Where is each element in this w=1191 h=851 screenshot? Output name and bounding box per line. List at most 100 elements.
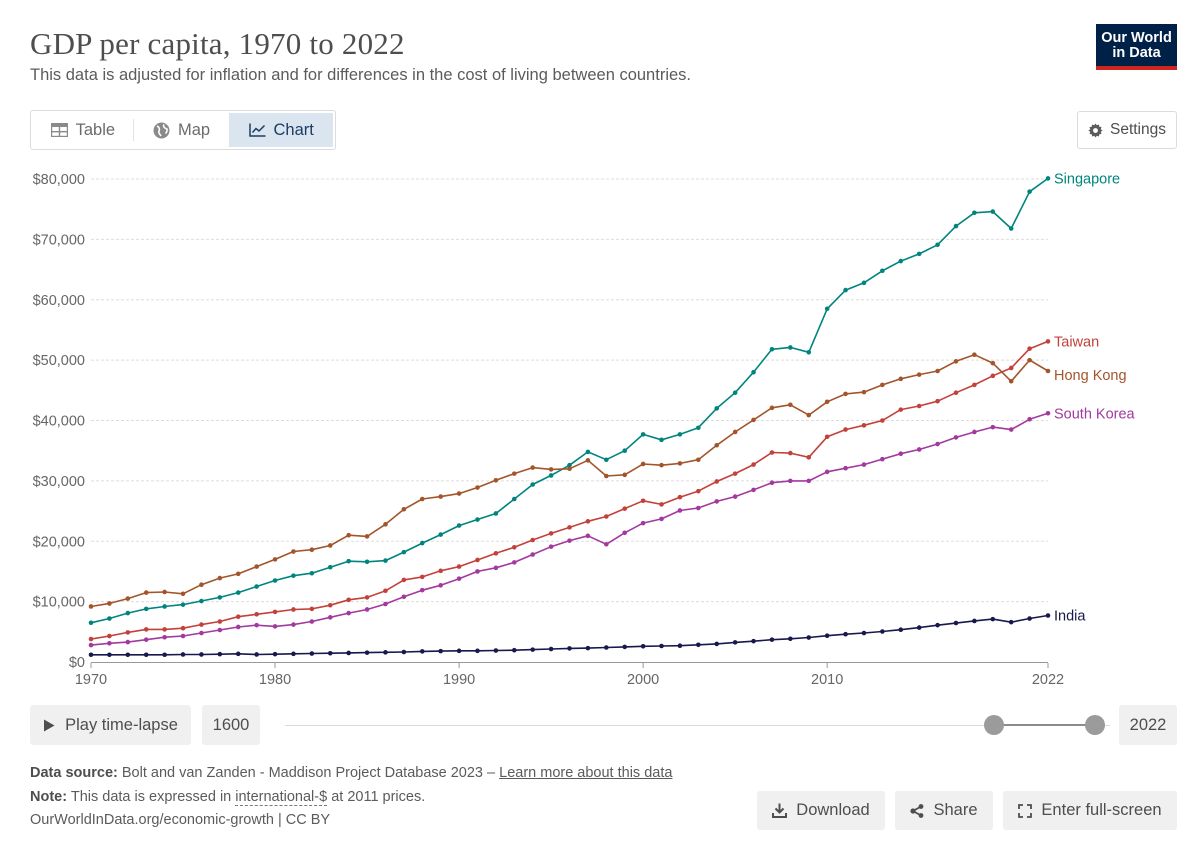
data-point[interactable] bbox=[493, 648, 499, 653]
data-point[interactable] bbox=[548, 646, 554, 652]
series-label-india[interactable]: India bbox=[1054, 609, 1086, 625]
data-point[interactable] bbox=[346, 558, 351, 564]
data-point[interactable] bbox=[475, 517, 480, 522]
data-point[interactable] bbox=[677, 494, 683, 500]
data-point[interactable] bbox=[732, 494, 738, 499]
data-point[interactable] bbox=[1008, 427, 1014, 432]
data-point[interactable] bbox=[180, 602, 186, 607]
data-point[interactable] bbox=[935, 242, 940, 248]
data-point[interactable] bbox=[677, 643, 683, 648]
data-point[interactable] bbox=[530, 647, 535, 652]
data-point[interactable] bbox=[972, 210, 977, 216]
data-point[interactable] bbox=[291, 622, 296, 627]
data-point[interactable] bbox=[769, 405, 775, 411]
data-point[interactable] bbox=[493, 565, 499, 571]
data-point[interactable] bbox=[125, 596, 131, 601]
series-label-south-korea[interactable]: South Korea bbox=[1054, 406, 1136, 422]
data-point[interactable] bbox=[438, 494, 443, 499]
data-point[interactable] bbox=[567, 525, 572, 530]
data-point[interactable] bbox=[769, 346, 775, 352]
timeline-end-year[interactable]: 2022 bbox=[1119, 705, 1177, 745]
data-point[interactable] bbox=[935, 368, 940, 374]
data-point[interactable] bbox=[732, 640, 738, 645]
data-point[interactable] bbox=[364, 559, 370, 565]
data-point[interactable] bbox=[935, 398, 940, 404]
data-point[interactable] bbox=[972, 618, 977, 624]
data-point[interactable] bbox=[696, 457, 701, 463]
settings-button[interactable]: Settings bbox=[1077, 111, 1177, 149]
data-point[interactable] bbox=[1027, 189, 1032, 194]
data-point[interactable] bbox=[511, 647, 517, 653]
timeline-start-handle[interactable] bbox=[984, 715, 1004, 735]
fullscreen-button[interactable]: Enter full-screen bbox=[1003, 791, 1177, 830]
data-point[interactable] bbox=[861, 423, 867, 428]
data-point[interactable] bbox=[475, 557, 480, 563]
series-line-hong-kong[interactable] bbox=[90, 353, 1049, 608]
data-point[interactable] bbox=[732, 429, 738, 435]
data-point[interactable] bbox=[714, 641, 720, 647]
data-point[interactable] bbox=[696, 425, 701, 431]
data-point[interactable] bbox=[861, 630, 867, 636]
data-point[interactable] bbox=[107, 616, 112, 621]
data-point[interactable] bbox=[990, 373, 996, 379]
data-point[interactable] bbox=[364, 534, 370, 539]
data-point[interactable] bbox=[861, 462, 867, 467]
data-point[interactable] bbox=[677, 432, 683, 437]
data-point[interactable] bbox=[916, 251, 922, 257]
data-point[interactable] bbox=[788, 636, 793, 642]
data-point[interactable] bbox=[880, 456, 885, 462]
data-point[interactable] bbox=[493, 551, 499, 556]
data-point[interactable] bbox=[511, 544, 517, 550]
data-point[interactable] bbox=[1008, 365, 1014, 371]
data-point[interactable] bbox=[199, 652, 204, 657]
data-point[interactable] bbox=[309, 606, 315, 612]
series-label-taiwan[interactable]: Taiwan bbox=[1054, 334, 1099, 350]
data-point[interactable] bbox=[162, 634, 167, 640]
data-point[interactable] bbox=[622, 530, 628, 536]
data-point[interactable] bbox=[180, 591, 186, 597]
data-point[interactable] bbox=[272, 609, 278, 615]
owid-logo[interactable]: Our World in Data bbox=[1096, 24, 1177, 70]
data-point[interactable] bbox=[401, 506, 407, 512]
data-point[interactable] bbox=[199, 622, 204, 627]
data-point[interactable] bbox=[640, 520, 646, 526]
data-point[interactable] bbox=[438, 532, 443, 537]
data-point[interactable] bbox=[456, 564, 462, 569]
data-point[interactable] bbox=[769, 450, 775, 455]
data-point[interactable] bbox=[880, 382, 885, 388]
data-point[interactable] bbox=[383, 588, 388, 594]
data-point[interactable] bbox=[309, 619, 315, 624]
data-point[interactable] bbox=[659, 516, 664, 522]
data-point[interactable] bbox=[143, 627, 149, 632]
data-point[interactable] bbox=[272, 557, 278, 562]
data-point[interactable] bbox=[254, 584, 259, 589]
data-point[interactable] bbox=[107, 633, 112, 639]
data-point[interactable] bbox=[125, 639, 131, 645]
data-point[interactable] bbox=[585, 449, 591, 455]
data-point[interactable] bbox=[493, 477, 499, 483]
data-point[interactable] bbox=[916, 447, 922, 452]
data-point[interactable] bbox=[824, 633, 830, 639]
data-point[interactable] bbox=[585, 533, 591, 539]
data-point[interactable] bbox=[419, 649, 425, 654]
data-point[interactable] bbox=[364, 650, 370, 655]
data-point[interactable] bbox=[217, 595, 223, 600]
data-point[interactable] bbox=[327, 543, 333, 548]
data-point[interactable] bbox=[769, 480, 775, 485]
data-point[interactable] bbox=[622, 472, 628, 478]
series-label-hong-kong[interactable]: Hong Kong bbox=[1054, 368, 1127, 384]
tab-chart[interactable]: Chart bbox=[229, 113, 334, 147]
data-point[interactable] bbox=[548, 531, 554, 536]
data-point[interactable] bbox=[824, 434, 830, 440]
tab-map[interactable]: Map bbox=[134, 113, 230, 147]
data-point[interactable] bbox=[640, 461, 646, 467]
data-point[interactable] bbox=[475, 485, 480, 490]
data-point[interactable] bbox=[346, 650, 351, 656]
data-point[interactable] bbox=[309, 547, 315, 553]
data-point[interactable] bbox=[438, 583, 443, 588]
data-point[interactable] bbox=[217, 627, 223, 633]
data-point[interactable] bbox=[475, 648, 480, 654]
data-point[interactable] bbox=[990, 209, 996, 214]
data-point[interactable] bbox=[788, 450, 793, 456]
data-point[interactable] bbox=[640, 644, 646, 649]
